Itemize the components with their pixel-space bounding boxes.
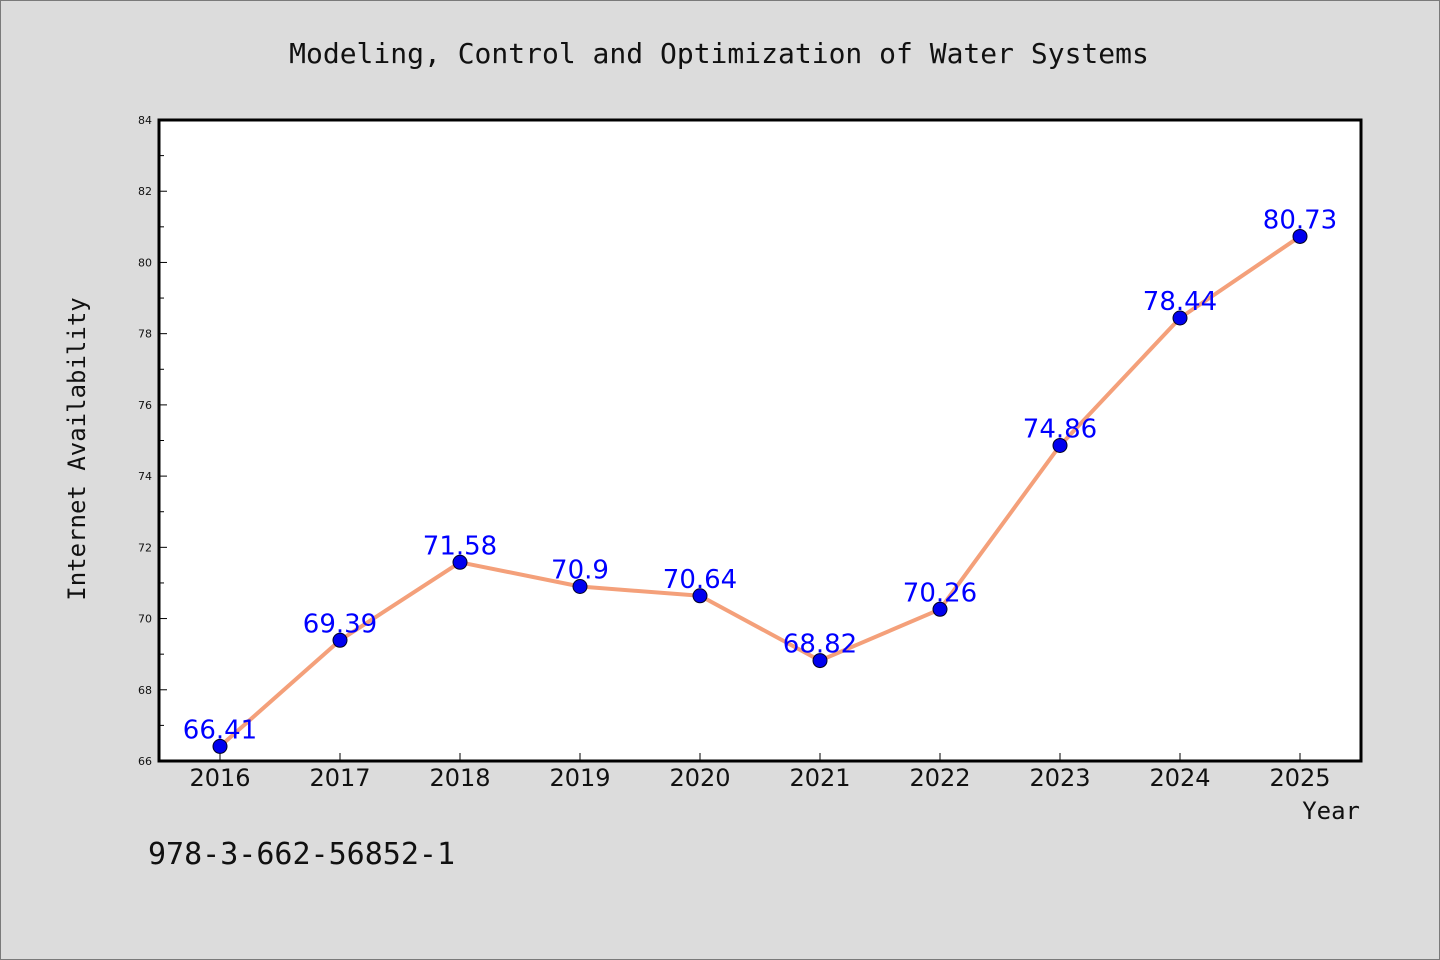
x-tick-label: 2020 <box>669 764 730 792</box>
data-label: 68.82 <box>783 630 857 660</box>
data-point <box>812 653 828 669</box>
data-label: 74.86 <box>1023 414 1097 444</box>
y-tick-label: 68 <box>138 684 152 697</box>
data-point <box>572 579 588 595</box>
x-tick-label: 2025 <box>1269 764 1330 792</box>
data-label: 80.73 <box>1263 205 1337 235</box>
data-point <box>1052 437 1068 453</box>
data-label: 71.58 <box>423 531 497 561</box>
y-axis: 66 68 70 72 74 76 78 80 82 84 <box>138 114 167 768</box>
data-point <box>932 601 948 617</box>
x-tick-label: 2018 <box>429 764 490 792</box>
y-tick-label: 84 <box>138 114 152 127</box>
x-axis: 2016 2017 2018 2019 2020 2021 2022 2023 2024 2025 <box>189 753 1331 792</box>
x-tick-label: 2019 <box>549 764 610 792</box>
series-layer: 66.41 69.39 71.58 70.9 70.64 68.82 70.26 74.86 7… <box>183 205 1337 754</box>
data-label: 70.26 <box>903 578 977 608</box>
data-label: 66.41 <box>183 715 257 745</box>
x-tick-label: 2016 <box>189 764 250 792</box>
x-tick-label: 2017 <box>309 764 370 792</box>
x-axis-label: Year <box>1302 797 1360 825</box>
y-tick-label: 66 <box>138 755 152 768</box>
data-point <box>1172 310 1188 326</box>
y-tick-label: 70 <box>138 613 152 626</box>
x-tick-label: 2023 <box>1029 764 1090 792</box>
data-point <box>452 554 468 570</box>
y-tick-label: 74 <box>138 470 152 483</box>
y-tick-label: 82 <box>138 185 152 198</box>
data-point <box>692 588 708 604</box>
plot-area <box>157 118 1363 763</box>
data-label: 69.39 <box>303 609 377 639</box>
data-label: 78.44 <box>1143 287 1217 317</box>
y-tick-label: 76 <box>138 399 152 412</box>
series-line <box>218 234 1302 749</box>
isbn-text: 978-3-662-56852-1 <box>148 837 455 872</box>
y-tick-label: 78 <box>138 328 152 341</box>
data-label: 70.9 <box>551 556 609 586</box>
data-label: 70.64 <box>663 565 737 595</box>
x-tick-label: 2022 <box>909 764 970 792</box>
data-point <box>1292 228 1308 244</box>
x-tick-label: 2021 <box>789 764 850 792</box>
chart-title: Modeling, Control and Optimization of Wa… <box>289 37 1149 70</box>
data-point <box>212 738 228 754</box>
y-axis-label: Internet Availability <box>63 297 91 600</box>
y-tick-label: 72 <box>138 541 152 554</box>
x-tick-label: 2024 <box>1149 764 1210 792</box>
data-point <box>332 632 348 648</box>
y-tick-label: 80 <box>138 256 152 269</box>
